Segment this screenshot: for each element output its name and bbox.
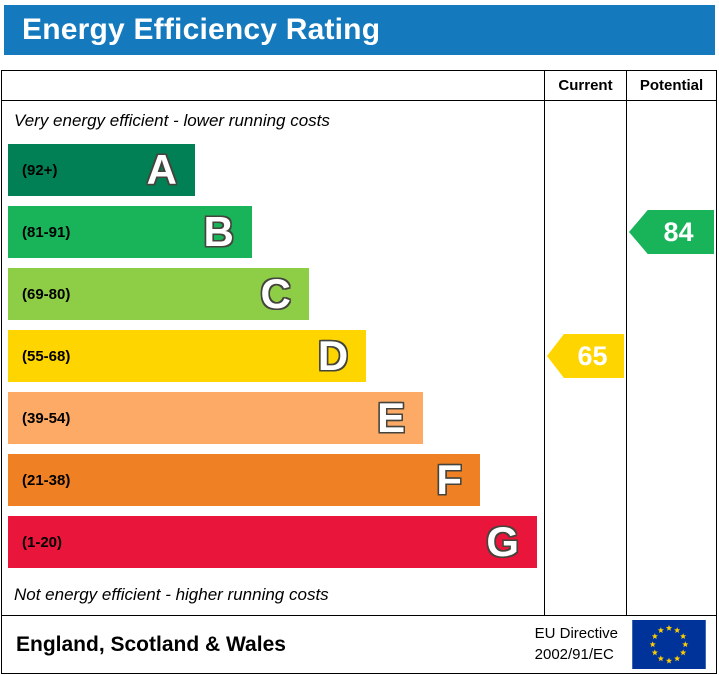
- band-b-letter: B: [203, 208, 234, 255]
- band-f-range-label: (21-38): [22, 471, 71, 489]
- current-column: 65: [544, 101, 626, 615]
- band-g-letter: G: [486, 518, 519, 565]
- band-a-letter: A: [146, 146, 177, 193]
- eu-directive-line1: EU Directive: [534, 625, 618, 643]
- column-header-current: Current: [544, 71, 626, 100]
- band-a-bar: (92+) A: [8, 144, 195, 196]
- chart-title-bar: Energy Efficiency Rating: [4, 5, 715, 55]
- band-row-c: (69-80) C: [2, 263, 544, 325]
- band-e-letter: E: [377, 394, 406, 441]
- bands-column: Very energy efficient - lower running co…: [2, 101, 544, 615]
- eu-directive-text: EU Directive 2002/91/EC: [535, 624, 618, 665]
- table-header-row: Current Potential: [2, 71, 716, 101]
- top-caption: Very energy efficient - lower running co…: [14, 111, 330, 130]
- band-b-range-label: (81-91): [22, 223, 71, 241]
- band-b-bar: (81-91) B: [8, 206, 252, 258]
- footer-bar: England, Scotland & Wales EU Directive 2…: [1, 616, 717, 674]
- column-header-potential: Potential: [626, 71, 716, 100]
- band-row-g: (1-20) G: [2, 511, 544, 573]
- potential-column: 84: [626, 101, 716, 615]
- band-g-range-label: (1-20): [22, 533, 63, 551]
- band-e-bar: (39-54) E: [8, 392, 424, 444]
- band-c-range-label: (69-80): [22, 285, 71, 303]
- band-e-range-label: (39-54): [22, 409, 71, 427]
- header-spacer-cell: [2, 71, 544, 100]
- band-a-range-label: (92+): [22, 161, 58, 179]
- table-body: Very energy efficient - lower running co…: [2, 101, 716, 615]
- band-row-b: (81-91) B: [2, 201, 544, 263]
- band-c-letter: C: [260, 270, 291, 317]
- eu-flag-icon: [632, 620, 706, 669]
- current-rating-arrow: 65: [547, 334, 624, 378]
- bottom-caption: Not energy efficient - higher running co…: [14, 585, 329, 604]
- eu-directive-line2: 2002/91/EC: [534, 645, 614, 663]
- band-g-bar: (1-20) G: [8, 516, 537, 568]
- band-row-f: (21-38) F: [2, 449, 544, 511]
- band-f-letter: F: [436, 456, 463, 503]
- potential-rating-arrow: 84: [629, 210, 714, 254]
- potential-rating-value: 84: [663, 216, 694, 247]
- band-c-bar: (69-80) C: [8, 268, 309, 320]
- band-f-bar: (21-38) F: [8, 454, 481, 506]
- band-d-letter: D: [317, 332, 349, 379]
- footer-region-label: England, Scotland & Wales: [16, 632, 286, 656]
- band-row-a: (92+) A: [2, 139, 544, 201]
- band-d-range-label: (55-68): [22, 347, 71, 365]
- band-row-e: (39-54) E: [2, 387, 544, 449]
- chart-title: Energy Efficiency Rating: [22, 13, 381, 46]
- current-rating-value: 65: [577, 340, 608, 371]
- band-row-d: (55-68) D: [2, 325, 544, 387]
- rating-table: Current Potential Very energy efficient …: [1, 70, 717, 616]
- band-d-bar: (55-68) D: [8, 330, 367, 382]
